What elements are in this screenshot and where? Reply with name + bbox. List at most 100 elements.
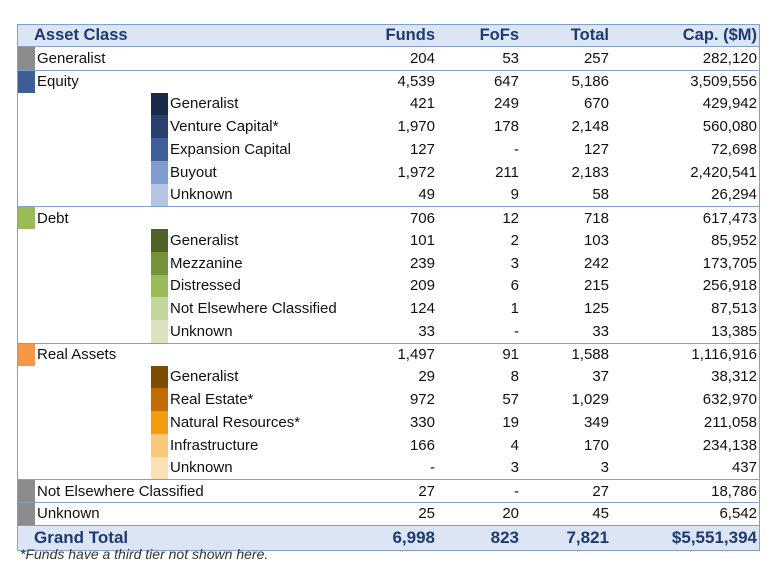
row-total: 257: [583, 49, 609, 67]
table-body: Generalist 204 53 257 282,120 Equity 4,539 647 5…: [18, 47, 759, 525]
row-funds: 4,539: [397, 73, 435, 91]
table-row: Unknown 33 - 33 13,385: [18, 320, 759, 343]
row-fofs: 91: [502, 346, 519, 364]
row-funds: 124: [409, 300, 435, 318]
table-row: Generalist 101 2 103 85,952: [18, 229, 759, 252]
row-label: Generalist: [37, 49, 106, 67]
row-total: 125: [583, 300, 609, 318]
row-funds: 49: [418, 186, 435, 204]
row-funds: 33: [418, 322, 435, 340]
header-funds: Funds: [385, 26, 436, 44]
row-total: 170: [583, 436, 609, 454]
row-cap: 173,705: [702, 254, 757, 272]
row-cap: 560,080: [702, 118, 757, 136]
row-fofs: 178: [493, 118, 519, 136]
row-fofs: 57: [502, 391, 519, 409]
table-header: Asset Class Funds FoFs Total Cap. ($M): [18, 25, 759, 47]
grand-total-fofs: 823: [490, 527, 519, 547]
row-total: 5,186: [571, 73, 609, 91]
row-total: 349: [583, 413, 609, 431]
color-swatch: [151, 115, 168, 138]
row-cap: 6,542: [719, 505, 757, 523]
row-funds: 1,497: [397, 346, 435, 364]
row-cap: 437: [731, 459, 757, 477]
grand-total-total: 7,821: [566, 527, 609, 547]
row-fofs: -: [514, 482, 519, 500]
row-cap: 282,120: [702, 49, 757, 67]
row-funds: 972: [409, 391, 435, 409]
row-label: Unknown: [170, 459, 233, 477]
row-total: 58: [592, 186, 609, 204]
row-fofs: 1: [510, 300, 519, 318]
color-swatch: [151, 183, 168, 207]
row-cap: 85,952: [711, 231, 757, 249]
row-cap: 3,509,556: [690, 73, 757, 91]
row-funds: 706: [409, 209, 435, 227]
color-swatch: [151, 411, 168, 434]
row-label: Real Estate*: [170, 391, 254, 409]
table-row: Debt 706 12 718 617,473: [18, 206, 759, 229]
table-row: Not Elsewhere Classified 27 - 27 18,786: [18, 479, 759, 502]
row-total: 127: [583, 140, 609, 158]
row-total: 2,183: [571, 163, 609, 181]
header-cap: Cap. ($M): [682, 26, 757, 44]
row-fofs: 211: [495, 163, 519, 181]
footnote: *Funds have a third tier not shown here.: [20, 546, 269, 562]
row-label: Not Elsewhere Classified: [37, 482, 204, 500]
table-row: Distressed 209 6 215 256,918: [18, 274, 759, 298]
row-total: 27: [592, 482, 609, 500]
row-total: 3: [600, 459, 609, 477]
row-funds: 166: [409, 436, 435, 454]
row-cap: 2,420,541: [690, 163, 757, 181]
row-fofs: 249: [493, 95, 519, 113]
table-row: Not Elsewhere Classified 124 1 125 87,513: [18, 297, 759, 320]
row-total: 103: [583, 231, 609, 249]
row-total: 37: [592, 368, 609, 386]
row-fofs: -: [514, 140, 519, 158]
row-fofs: 6: [510, 277, 519, 295]
row-cap: 617,473: [702, 209, 757, 227]
row-cap: 87,513: [711, 300, 757, 318]
color-swatch: [151, 433, 168, 457]
row-label: Natural Resources*: [170, 413, 301, 431]
color-swatch: [18, 47, 35, 70]
row-cap: 211,058: [703, 413, 757, 431]
row-label: Unknown: [170, 186, 233, 204]
row-total: 1,029: [571, 391, 609, 409]
table-row: Generalist 29 8 37 38,312: [18, 365, 759, 389]
row-fofs: 20: [502, 505, 519, 523]
table-row: Unknown - 3 3 437: [18, 456, 759, 480]
row-cap: 26,294: [711, 186, 757, 204]
row-fofs: 4: [510, 436, 519, 454]
table-row: Venture Capital* 1,970 178 2,148 560,080: [18, 115, 759, 138]
row-label: Unknown: [170, 322, 233, 340]
row-total: 242: [583, 254, 609, 272]
color-swatch: [151, 251, 168, 275]
row-funds: 25: [418, 505, 435, 523]
color-swatch: [18, 343, 35, 366]
row-funds: 101: [409, 231, 435, 249]
color-swatch: [151, 320, 168, 343]
color-swatch: [151, 365, 168, 389]
grand-total-row: Grand Total 6,998 823 7,821 $5,551,394: [18, 524, 759, 550]
table-row: Buyout 1,972 211 2,183 2,420,541: [18, 160, 759, 184]
color-swatch: [151, 92, 168, 116]
row-fofs: 19: [502, 413, 519, 431]
row-label: Buyout: [170, 163, 217, 181]
table-row: Expansion Capital 127 - 127 72,698: [18, 138, 759, 161]
color-swatch: [151, 138, 168, 161]
row-funds: 330: [409, 413, 435, 431]
row-label: Generalist: [170, 95, 239, 113]
row-fofs: 3: [510, 459, 519, 477]
row-funds: 209: [409, 277, 435, 295]
row-funds: 239: [409, 254, 435, 272]
row-cap: 1,116,916: [691, 346, 757, 364]
table-row: Unknown 25 20 45 6,542: [18, 502, 759, 525]
grand-total-label: Grand Total: [34, 527, 129, 547]
row-total: 215: [583, 277, 609, 295]
row-fofs: 3: [510, 254, 519, 272]
row-fofs: 9: [510, 186, 519, 204]
row-total: 45: [592, 505, 609, 523]
row-funds: 1,970: [397, 118, 435, 136]
table-row: Equity 4,539 647 5,186 3,509,556: [18, 69, 759, 93]
